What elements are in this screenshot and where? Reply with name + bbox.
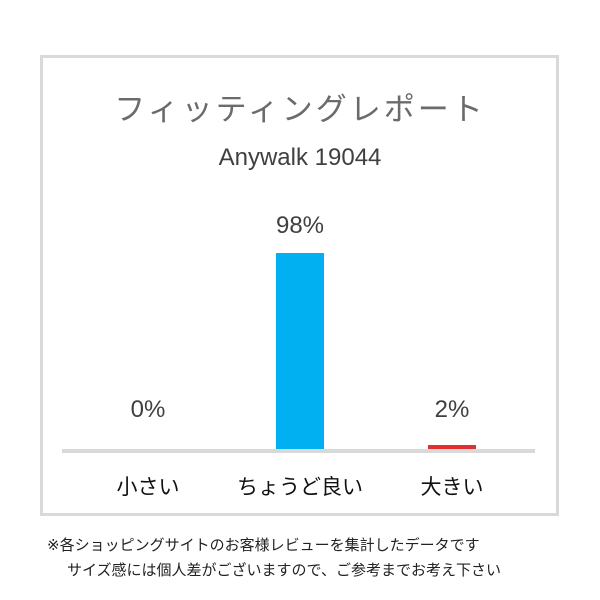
footnote-line-2: サイズ感には個人差がございますので、ご参考までお考え下さい — [67, 561, 501, 579]
data-label-0: 0% — [131, 396, 166, 423]
bar-1 — [276, 253, 324, 449]
data-label-2: 2% — [435, 396, 470, 423]
bar-2 — [428, 445, 476, 449]
data-label-1: 98% — [276, 212, 324, 239]
chart-subtitle: Anywalk 19044 — [218, 144, 382, 171]
footnote-line-1: ※各ショッピングサイトのお客様レビューを集計したデータです — [47, 536, 480, 554]
category-label-1: ちょうど良い — [237, 475, 363, 499]
chart-title: フィッティングレポート — [114, 92, 486, 128]
category-label-2: 大きい — [421, 475, 484, 499]
category-label-0: 小さい — [117, 475, 180, 499]
